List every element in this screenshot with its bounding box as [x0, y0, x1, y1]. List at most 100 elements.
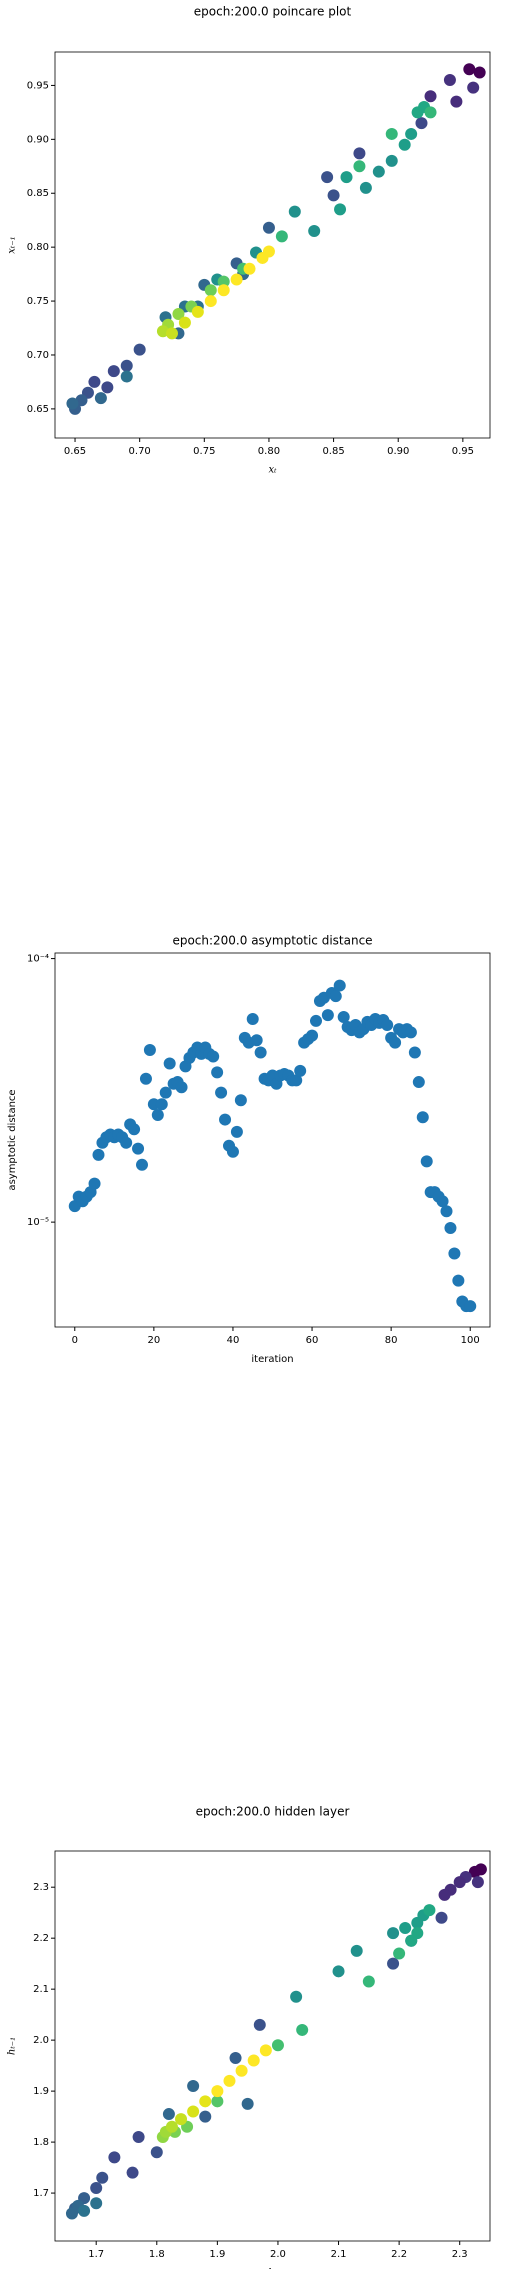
point — [353, 147, 366, 160]
x-tick-label: 1.8 — [149, 2249, 165, 2260]
point — [226, 1145, 239, 1158]
point — [385, 127, 398, 140]
x-tick-label: 0.70 — [129, 446, 151, 457]
chart-title: epoch:200.0 poincare plot — [194, 5, 352, 19]
point — [405, 1934, 418, 1947]
point — [334, 203, 347, 216]
x-tick-label: 2.2 — [391, 2249, 407, 2260]
point — [88, 375, 101, 388]
point — [235, 2064, 248, 2077]
point — [234, 1094, 247, 1107]
point — [387, 1957, 400, 1970]
point — [350, 1944, 363, 1957]
point — [241, 2097, 254, 2110]
axes-frame — [54, 952, 491, 1328]
point — [288, 205, 301, 218]
point — [254, 1046, 267, 1059]
point — [128, 1123, 141, 1136]
point — [308, 224, 321, 237]
y-tick-label: 2.2 — [33, 1933, 49, 1944]
point — [223, 2074, 236, 2087]
point — [150, 2146, 163, 2159]
point — [175, 1081, 188, 1094]
point — [178, 316, 191, 329]
axes-frame — [54, 51, 491, 439]
point — [253, 2018, 266, 2031]
point — [463, 63, 476, 76]
point — [96, 2171, 109, 2184]
point — [420, 1155, 433, 1168]
point — [199, 2110, 212, 2123]
point — [393, 1947, 406, 1960]
point — [187, 2080, 200, 2093]
point — [259, 2044, 272, 2057]
y-tick-label: 0.80 — [27, 242, 49, 253]
axes-frame — [54, 1850, 491, 2242]
point — [101, 381, 114, 394]
x-tick-label: 2.1 — [331, 2249, 347, 2260]
point — [408, 1046, 421, 1059]
x-tick-label: 100 — [461, 1335, 480, 1346]
point — [199, 2095, 212, 2108]
y-tick-label: 0.70 — [27, 350, 49, 361]
point — [399, 1921, 412, 1934]
point — [191, 305, 204, 318]
point — [246, 1012, 259, 1025]
point — [243, 262, 256, 275]
y-axis-label: hₜ₋₁ — [7, 2037, 18, 2055]
point — [262, 221, 275, 234]
point — [329, 990, 342, 1003]
point — [175, 2113, 188, 2126]
point — [337, 1011, 350, 1024]
point — [250, 1034, 263, 1047]
point — [162, 2108, 175, 2121]
point — [359, 181, 372, 194]
point — [416, 1111, 429, 1124]
point — [435, 1911, 448, 1924]
point — [467, 81, 480, 94]
y-axis-label: asymptotic distance — [7, 1089, 18, 1190]
point — [444, 1221, 457, 1234]
point — [450, 95, 463, 108]
point — [143, 1043, 156, 1056]
point — [187, 2105, 200, 2118]
point — [217, 275, 230, 288]
point — [398, 138, 411, 151]
point — [423, 1904, 436, 1917]
point — [120, 359, 133, 372]
point — [296, 2023, 309, 2036]
y-tick-label: 10⁻⁵ — [27, 1217, 49, 1228]
point — [381, 1018, 394, 1031]
y-tick-label: 0.75 — [27, 296, 49, 307]
point — [340, 171, 353, 184]
point — [405, 127, 418, 140]
point — [332, 1965, 345, 1978]
point — [133, 343, 146, 356]
point — [92, 1148, 105, 1161]
point — [75, 394, 88, 407]
y-axis-label: xₜ₋₁ — [7, 236, 18, 253]
point — [440, 1205, 453, 1218]
x-tick-label: 0.95 — [452, 446, 474, 457]
chart-title: epoch:200.0 asymptotic distance — [172, 934, 372, 948]
point — [372, 165, 385, 178]
x-tick-label: 1.7 — [88, 2249, 104, 2260]
point — [217, 284, 230, 297]
point — [262, 245, 275, 258]
point — [471, 1876, 484, 1889]
point — [66, 397, 79, 410]
point — [436, 1195, 449, 1208]
point — [464, 1300, 477, 1313]
point — [321, 171, 334, 184]
point — [151, 1108, 164, 1121]
point — [163, 1057, 176, 1070]
x-tick-label: 2.0 — [270, 2249, 286, 2260]
point — [132, 2131, 145, 2143]
y-tick-label: 1.8 — [33, 2137, 49, 2148]
point — [120, 1136, 133, 1149]
point — [415, 117, 428, 130]
point — [275, 230, 288, 243]
point — [452, 1274, 465, 1287]
y-tick-label: 1.7 — [33, 2188, 49, 2199]
point — [155, 1098, 168, 1111]
